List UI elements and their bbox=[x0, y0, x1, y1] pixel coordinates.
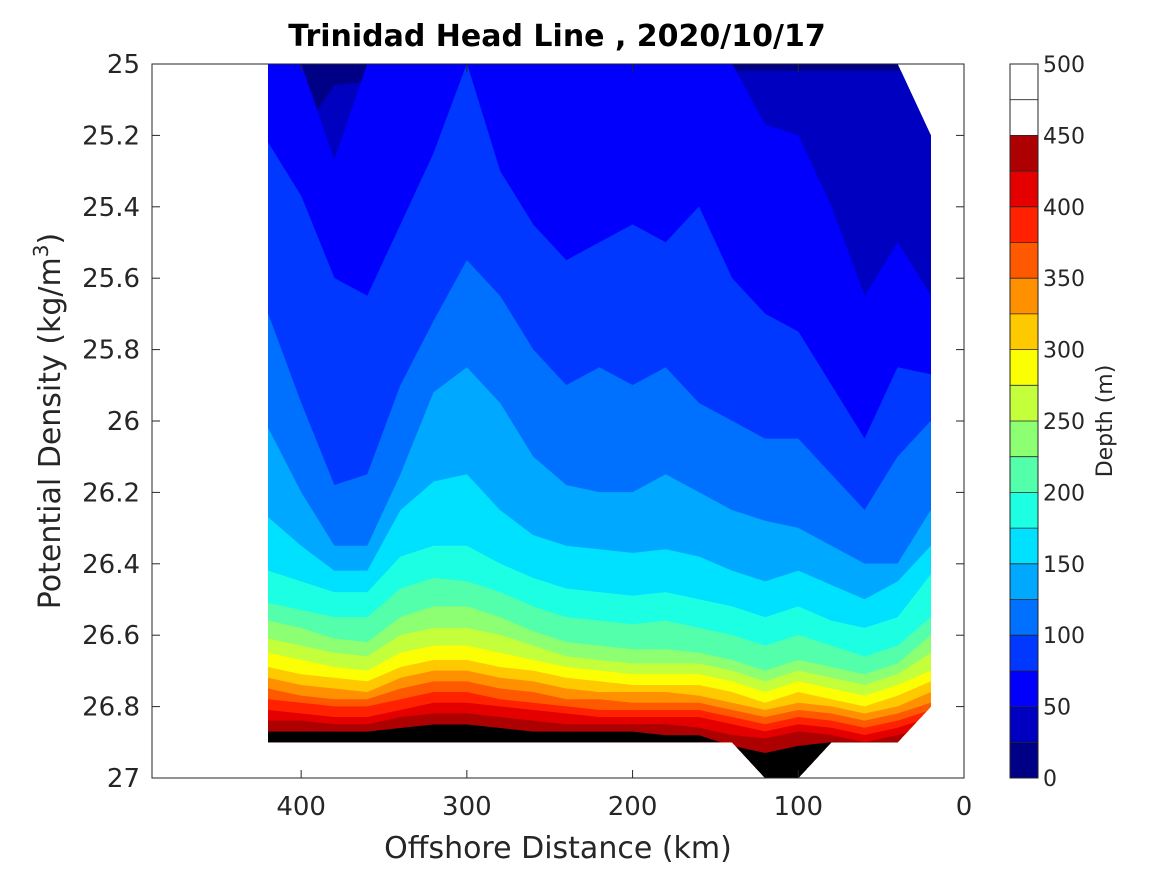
colorbar-segment bbox=[1010, 135, 1038, 172]
y-axis-label-close: ) bbox=[33, 233, 68, 245]
colorbar-segment bbox=[1010, 706, 1038, 743]
colorbar-segment bbox=[1010, 599, 1038, 636]
contour-fills bbox=[268, 64, 931, 778]
colorbar-tick-label: 0 bbox=[1043, 767, 1057, 792]
colorbar-tick-label: 200 bbox=[1043, 481, 1085, 506]
y-tick-label: 26.4 bbox=[82, 550, 140, 580]
colorbar-tick-label: 350 bbox=[1043, 267, 1085, 292]
colorbar-tick-label: 250 bbox=[1043, 410, 1085, 435]
x-tick-label: 100 bbox=[773, 792, 823, 822]
colorbar-tick-label: 450 bbox=[1043, 124, 1085, 149]
chart-title: Trinidad Head Line , 2020/10/17 bbox=[288, 19, 825, 54]
colorbar-segment bbox=[1010, 206, 1038, 243]
x-axis-label: Offshore Distance (km) bbox=[384, 831, 732, 866]
colorbar-tick-label: 50 bbox=[1043, 696, 1071, 721]
y-tick-label: 26.2 bbox=[82, 478, 140, 508]
y-axis-label-main: Potential Density (kg/m bbox=[33, 257, 68, 609]
y-tick-label: 26.6 bbox=[82, 621, 140, 651]
y-axis-label: Potential Density (kg/m3) bbox=[29, 233, 68, 609]
colorbar-segment bbox=[1010, 349, 1038, 386]
colorbar-tick-label: 100 bbox=[1043, 624, 1085, 649]
colorbar-segment bbox=[1010, 385, 1038, 421]
colorbar-segment bbox=[1010, 421, 1038, 457]
colorbar-segment bbox=[1010, 456, 1038, 493]
colorbar-segment bbox=[1010, 742, 1038, 778]
colorbar-segment bbox=[1010, 242, 1038, 279]
x-tick-label: 200 bbox=[608, 792, 658, 822]
x-tick-label: 0 bbox=[956, 792, 973, 822]
colorbar-segment bbox=[1010, 563, 1038, 600]
colorbar-segment bbox=[1010, 313, 1038, 350]
colorbar: 0 50 100 150 200 250 300 350 400 450 500 bbox=[1009, 53, 1085, 792]
y-tick-label: 26.8 bbox=[82, 693, 140, 723]
colorbar-tick-label: 400 bbox=[1043, 196, 1085, 221]
x-tick-label: 400 bbox=[276, 792, 326, 822]
y-axis-label-exponent: 3 bbox=[29, 244, 53, 257]
colorbar-segment bbox=[1010, 670, 1038, 707]
y-tick-label: 25.4 bbox=[82, 193, 140, 223]
colorbar-tick-label: 500 bbox=[1043, 53, 1085, 78]
colorbar-label: Depth (m) bbox=[1093, 365, 1118, 478]
y-axis-ticks: 25 25.2 25.4 25.6 25.8 26 26.2 26.4 26.6 26.8 27 bbox=[82, 50, 964, 794]
y-tick-label: 27 bbox=[107, 764, 140, 794]
x-axis-ticks: 400 300 200 100 0 bbox=[276, 64, 972, 822]
colorbar-segment bbox=[1010, 528, 1038, 564]
y-tick-label: 25.8 bbox=[82, 336, 140, 366]
colorbar-segment bbox=[1010, 278, 1038, 314]
colorbar-segment bbox=[1010, 492, 1038, 529]
y-tick-label: 25.2 bbox=[82, 121, 140, 151]
colorbar-tick-label: 150 bbox=[1043, 553, 1085, 578]
colorbar-tick-label: 300 bbox=[1043, 339, 1085, 364]
y-tick-label: 26 bbox=[107, 407, 140, 437]
colorbar-segment bbox=[1010, 635, 1038, 671]
y-tick-label: 25 bbox=[107, 50, 140, 80]
y-tick-label: 25.6 bbox=[82, 264, 140, 294]
x-tick-label: 300 bbox=[442, 792, 492, 822]
colorbar-segment bbox=[1010, 171, 1038, 207]
